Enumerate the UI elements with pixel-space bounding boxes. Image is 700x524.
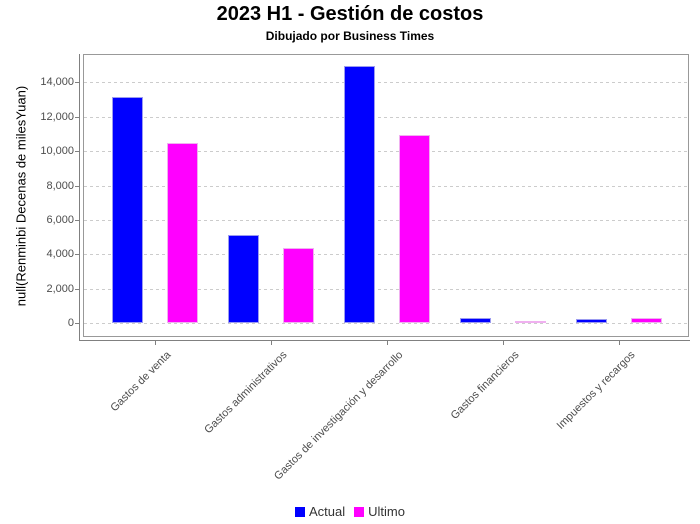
bar-ultimo-5 xyxy=(631,317,662,323)
y-axis-tick xyxy=(75,254,79,256)
y-axis-tick xyxy=(75,151,79,153)
bar-actual-2 xyxy=(228,234,259,323)
bar-actual-3 xyxy=(344,65,375,323)
x-axis-tick xyxy=(503,341,504,345)
x-axis-tick xyxy=(271,341,272,345)
y-axis-tick xyxy=(75,322,79,324)
bar-actual-1 xyxy=(112,96,143,323)
gridline-10,000 xyxy=(84,151,688,153)
x-axis-tick xyxy=(619,341,620,345)
y-axis-tick xyxy=(75,185,79,187)
y-tick-label: 14,000 xyxy=(40,76,74,89)
gridline-8,000 xyxy=(84,185,688,187)
x-axis-line xyxy=(79,340,690,341)
y-axis-tick xyxy=(75,219,79,221)
y-tick-label: 4,000 xyxy=(46,248,74,261)
legend-label: Actual xyxy=(309,504,346,519)
y-axis-tick xyxy=(75,116,79,118)
y-tick-label: 2,000 xyxy=(46,282,74,295)
bar-ultimo-1 xyxy=(167,142,198,323)
gridline-14,000 xyxy=(84,82,688,84)
y-tick-label: 12,000 xyxy=(40,110,74,123)
legend-item-actual: Actual xyxy=(295,505,345,519)
bar-actual-4 xyxy=(460,317,491,323)
x-axis-tick xyxy=(155,341,156,345)
y-axis-line xyxy=(79,54,80,341)
x-axis-tick xyxy=(387,341,388,345)
legend-label: Ultimo xyxy=(368,504,405,519)
gridline-12,000 xyxy=(84,116,688,118)
y-tick-label: 8,000 xyxy=(46,179,74,192)
y-axis-tick xyxy=(75,82,79,84)
y-tick-label: 6,000 xyxy=(46,213,74,226)
legend-swatch-ultimo xyxy=(354,507,365,517)
y-tick-label: 10,000 xyxy=(40,145,74,158)
chart-title: 2023 H1 - Gestión de costos xyxy=(216,3,484,25)
gridline-2,000 xyxy=(84,288,688,290)
y-axis-tick xyxy=(75,288,79,290)
bar-ultimo-2 xyxy=(283,247,314,323)
gridline-4,000 xyxy=(84,254,688,256)
chart-subtitle: Dibujado por Business Times xyxy=(265,29,435,43)
bar-actual-5 xyxy=(576,318,607,323)
plot-area xyxy=(84,55,688,336)
legend-item-ultimo: Ultimo xyxy=(354,505,405,519)
bar-ultimo-4 xyxy=(515,320,546,323)
legend: Actual Ultimo xyxy=(0,505,700,519)
y-tick-label: 0 xyxy=(67,316,74,329)
legend-swatch-actual xyxy=(295,507,305,517)
gridline-6,000 xyxy=(84,219,688,221)
gridline-0 xyxy=(84,322,688,324)
bar-ultimo-3 xyxy=(399,134,430,323)
